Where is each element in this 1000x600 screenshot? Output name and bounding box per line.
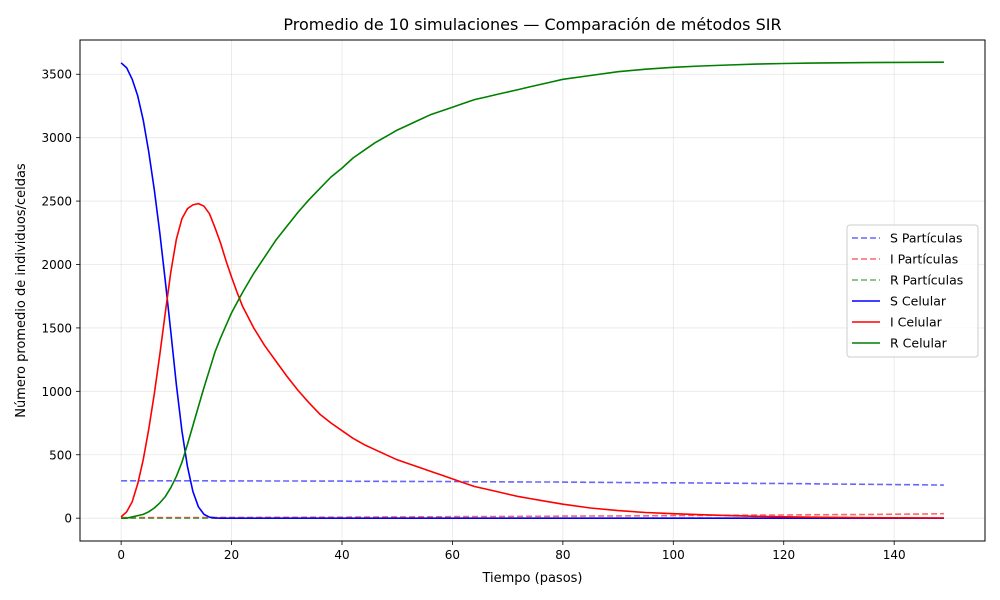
y-tick-label: 2000 [41, 258, 72, 272]
x-tick-label: 80 [555, 548, 570, 562]
y-axis-ticks: 0 500 1000 1500 2000 2500 3000 3500 [41, 68, 80, 526]
series-line-s-particulas [121, 479, 944, 486]
x-tick-label: 0 [117, 548, 125, 562]
legend: S Partículas I Partículas R Partículas S Ce… [846, 224, 979, 358]
x-tick-label: 100 [662, 548, 685, 562]
y-tick-label: 3000 [41, 131, 72, 145]
legend-label: R Partículas [890, 273, 963, 288]
series-line-s-celular [120, 62, 944, 520]
legend-label: I Celular [890, 315, 943, 330]
y-tick-label: 1500 [41, 321, 72, 335]
x-tick-label: 20 [224, 548, 239, 562]
y-tick-label: 0 [64, 512, 72, 526]
y-tick-label: 500 [49, 448, 72, 462]
y-tick-label: 3500 [41, 68, 72, 82]
x-tick-label: 140 [883, 548, 906, 562]
series-line-r-celular [121, 61, 944, 520]
plot-area-frame [79, 39, 986, 542]
y-tick-label: 1000 [41, 385, 72, 399]
x-tick-label: 60 [445, 548, 460, 562]
legend-label: S Partículas [890, 231, 963, 246]
x-axis-ticks: 0 20 40 60 80 100 120 140 [117, 541, 906, 562]
legend-label: I Partículas [890, 252, 958, 267]
y-tick-label: 2500 [41, 195, 72, 209]
x-axis-label: Tiempo (pasos) [481, 571, 582, 586]
x-tick-label: 120 [772, 548, 795, 562]
series-line-i-celular [120, 202, 944, 519]
series-layer [120, 61, 944, 520]
chart-title: Promedio de 10 simulaciones — Comparació… [283, 15, 781, 34]
legend-label: R Celular [890, 336, 948, 351]
x-tick-label: 40 [334, 548, 349, 562]
legend-box [846, 224, 979, 358]
legend-label: S Celular [890, 294, 947, 309]
y-axis-label: Número promedio de individuos/celdas [14, 163, 29, 418]
